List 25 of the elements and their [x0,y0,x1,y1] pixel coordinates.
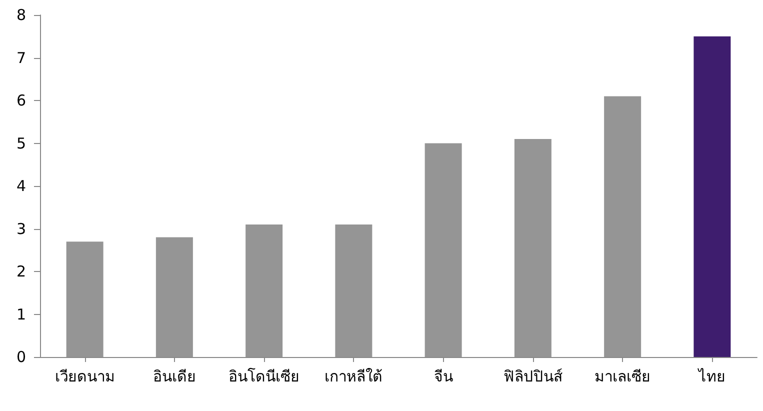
bar [335,224,372,357]
y-tick-label: 4 [16,177,26,195]
bar [694,36,731,357]
y-tick-label: 3 [16,220,26,238]
x-tick-label: อินโดนีเซีย [228,368,300,386]
y-tick-label: 1 [16,305,26,324]
x-tick-label: อินเดีย [152,368,196,386]
y-tick-label: 7 [16,48,26,67]
x-tick-label: ฟิลิปปินส์ [503,368,562,386]
bar [66,242,104,357]
x-tick-label: ไทย [698,368,726,386]
x-tick-label: เกาหลีใต้ [324,368,383,386]
y-tick-label: 6 [16,92,26,110]
x-tick-label: มาเลเซีย [594,368,651,386]
y-tick-label: 8 [16,6,26,24]
bar [514,138,552,357]
bar [424,143,462,357]
x-tick-label: เวียดนาม [54,368,115,386]
bar [246,224,283,357]
bar [604,96,642,357]
y-tick-label: 0 [16,348,26,366]
x-tick-label: จีน [434,368,453,386]
y-tick-label: 5 [16,134,26,152]
bar [156,237,193,357]
y-tick-label: 2 [16,262,26,280]
